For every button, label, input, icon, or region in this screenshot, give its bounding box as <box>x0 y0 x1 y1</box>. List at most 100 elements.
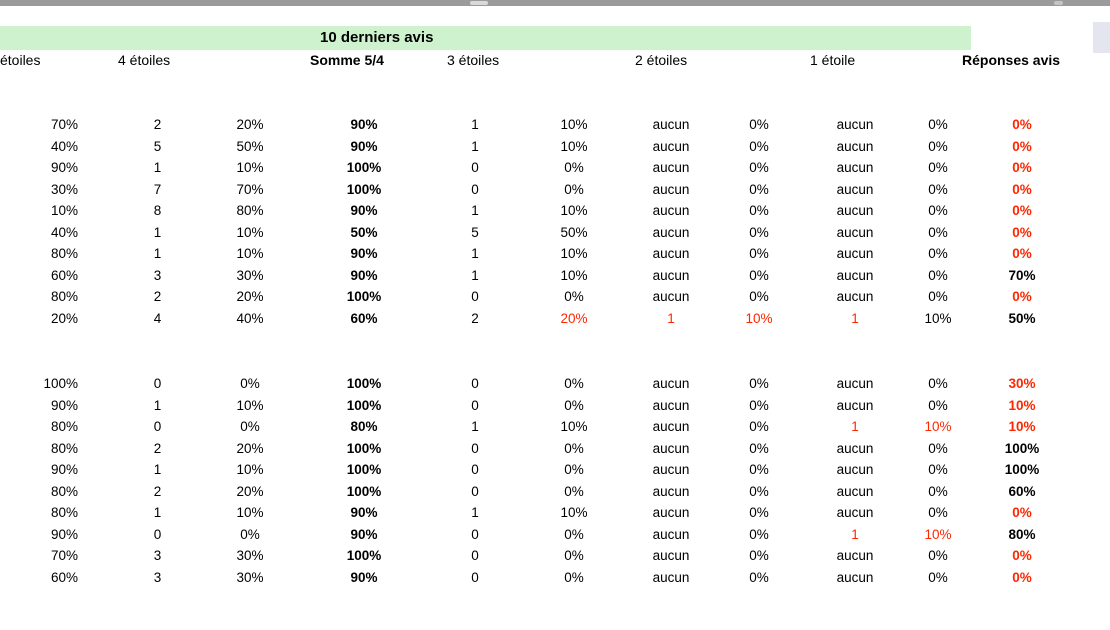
cell: aucun <box>652 569 690 585</box>
cell: aucun <box>652 462 690 477</box>
cell: 90% <box>50 462 78 477</box>
cell: 10% <box>1008 419 1036 434</box>
cell: 30% <box>236 569 264 585</box>
cell: 0 <box>153 419 162 434</box>
cell: 0% <box>1012 224 1032 240</box>
cell: 0% <box>240 526 260 542</box>
cell: 90% <box>350 569 378 585</box>
cell: 30% <box>236 267 264 283</box>
cell: 10% <box>924 310 952 326</box>
cell: 50% <box>236 138 264 154</box>
cell: aucun <box>836 224 874 240</box>
cell: 0% <box>564 289 584 304</box>
cell: 100% <box>346 462 382 477</box>
cell: 90% <box>50 526 78 542</box>
cell: 0% <box>749 419 769 434</box>
cell: 0% <box>564 483 584 499</box>
cell: 10% <box>560 117 588 132</box>
cell: 0% <box>928 267 948 283</box>
cell: aucun <box>652 246 690 261</box>
cell: 0% <box>928 483 948 499</box>
cell: 0% <box>749 289 769 304</box>
header-1-etoile: 1 étoile <box>810 52 856 68</box>
cell: 100% <box>346 160 382 175</box>
cell: 5 <box>153 138 162 154</box>
cell: 90% <box>350 505 378 520</box>
cell: 70% <box>50 117 78 132</box>
cell: 10% <box>236 397 264 413</box>
cell: aucun <box>836 289 874 304</box>
window-top-scrollbar[interactable] <box>0 0 1110 6</box>
cell: 70% <box>50 548 78 563</box>
cell: 70% <box>236 181 264 197</box>
cell: 10% <box>236 224 264 240</box>
cell: 1 <box>471 267 479 283</box>
cell: 0% <box>749 138 769 154</box>
cell: 10% <box>50 203 78 218</box>
cell: 0% <box>564 548 584 563</box>
cell: 40% <box>236 310 264 326</box>
ratings-table-group-1: 70% 2 20% 90% 1 10% aucun 0% aucun 0% 0% 40% 5 50% 90%… <box>0 114 1051 329</box>
cell: 0% <box>928 462 948 477</box>
cell: 20% <box>236 483 264 499</box>
cell: 0% <box>1012 138 1032 154</box>
scrollbar-handle[interactable] <box>470 1 488 5</box>
cell: 0 <box>471 569 479 585</box>
cell: aucun <box>652 376 690 391</box>
cell: 100% <box>1004 462 1040 477</box>
cell: 0% <box>564 569 584 585</box>
cell: 0 <box>471 289 479 304</box>
cell: aucun <box>836 203 874 218</box>
cell: 0 <box>471 376 479 391</box>
cell: 10% <box>236 462 264 477</box>
cell: 90% <box>350 246 378 261</box>
cell: 0% <box>564 376 584 391</box>
cell: 0% <box>928 289 948 304</box>
cell: 10% <box>560 138 588 154</box>
cell: 0% <box>749 246 769 261</box>
cell: 0 <box>471 548 479 563</box>
cell: 1 <box>851 419 859 434</box>
ratings-table-group-2: 100% 0 0% 100% 0 0% aucun 0% aucun 0% 30% 90% 1 10% 10… <box>0 373 1051 588</box>
cell: 1 <box>471 117 479 132</box>
cell: 8 <box>153 203 162 218</box>
cell: 100% <box>346 440 382 456</box>
cell: 10% <box>560 505 588 520</box>
cell: 0% <box>928 440 948 456</box>
cell: aucun <box>652 526 690 542</box>
cell: 1 <box>471 203 479 218</box>
cell: 90% <box>50 160 78 175</box>
cell: 90% <box>350 526 378 542</box>
cell: 0% <box>1012 117 1032 132</box>
cell: 10% <box>560 203 588 218</box>
cell: 0% <box>564 160 584 175</box>
cell: 80% <box>1008 526 1036 542</box>
cell: 80% <box>50 483 78 499</box>
cell: 0% <box>749 569 769 585</box>
cell: 50% <box>1008 310 1036 326</box>
cell: 10% <box>560 246 588 261</box>
cell: 0% <box>928 203 948 218</box>
cell: 0 <box>471 397 479 413</box>
cell: 80% <box>50 440 78 456</box>
cell: 0% <box>749 224 769 240</box>
cell: 0 <box>153 376 162 391</box>
cell: 0% <box>928 160 948 175</box>
cell: 80% <box>50 419 78 434</box>
cell: 0% <box>564 397 584 413</box>
cell: 40% <box>50 224 78 240</box>
cell: 10% <box>745 310 773 326</box>
cell: 2 <box>153 289 162 304</box>
cell: aucun <box>652 117 690 132</box>
cell: 0% <box>1012 203 1032 218</box>
cell: 0% <box>564 440 584 456</box>
cell: 80% <box>50 246 78 261</box>
cell: 1 <box>153 397 162 413</box>
column-header-row: étoiles 4 étoiles Somme 5/4 3 étoiles 2 … <box>0 50 1110 70</box>
header-somme-5-4: Somme 5/4 <box>310 52 384 68</box>
cell: 1 <box>851 310 859 326</box>
cell: 0% <box>928 138 948 154</box>
cell: 60% <box>50 267 78 283</box>
cell: 0% <box>749 160 769 175</box>
cell: 30% <box>50 181 78 197</box>
